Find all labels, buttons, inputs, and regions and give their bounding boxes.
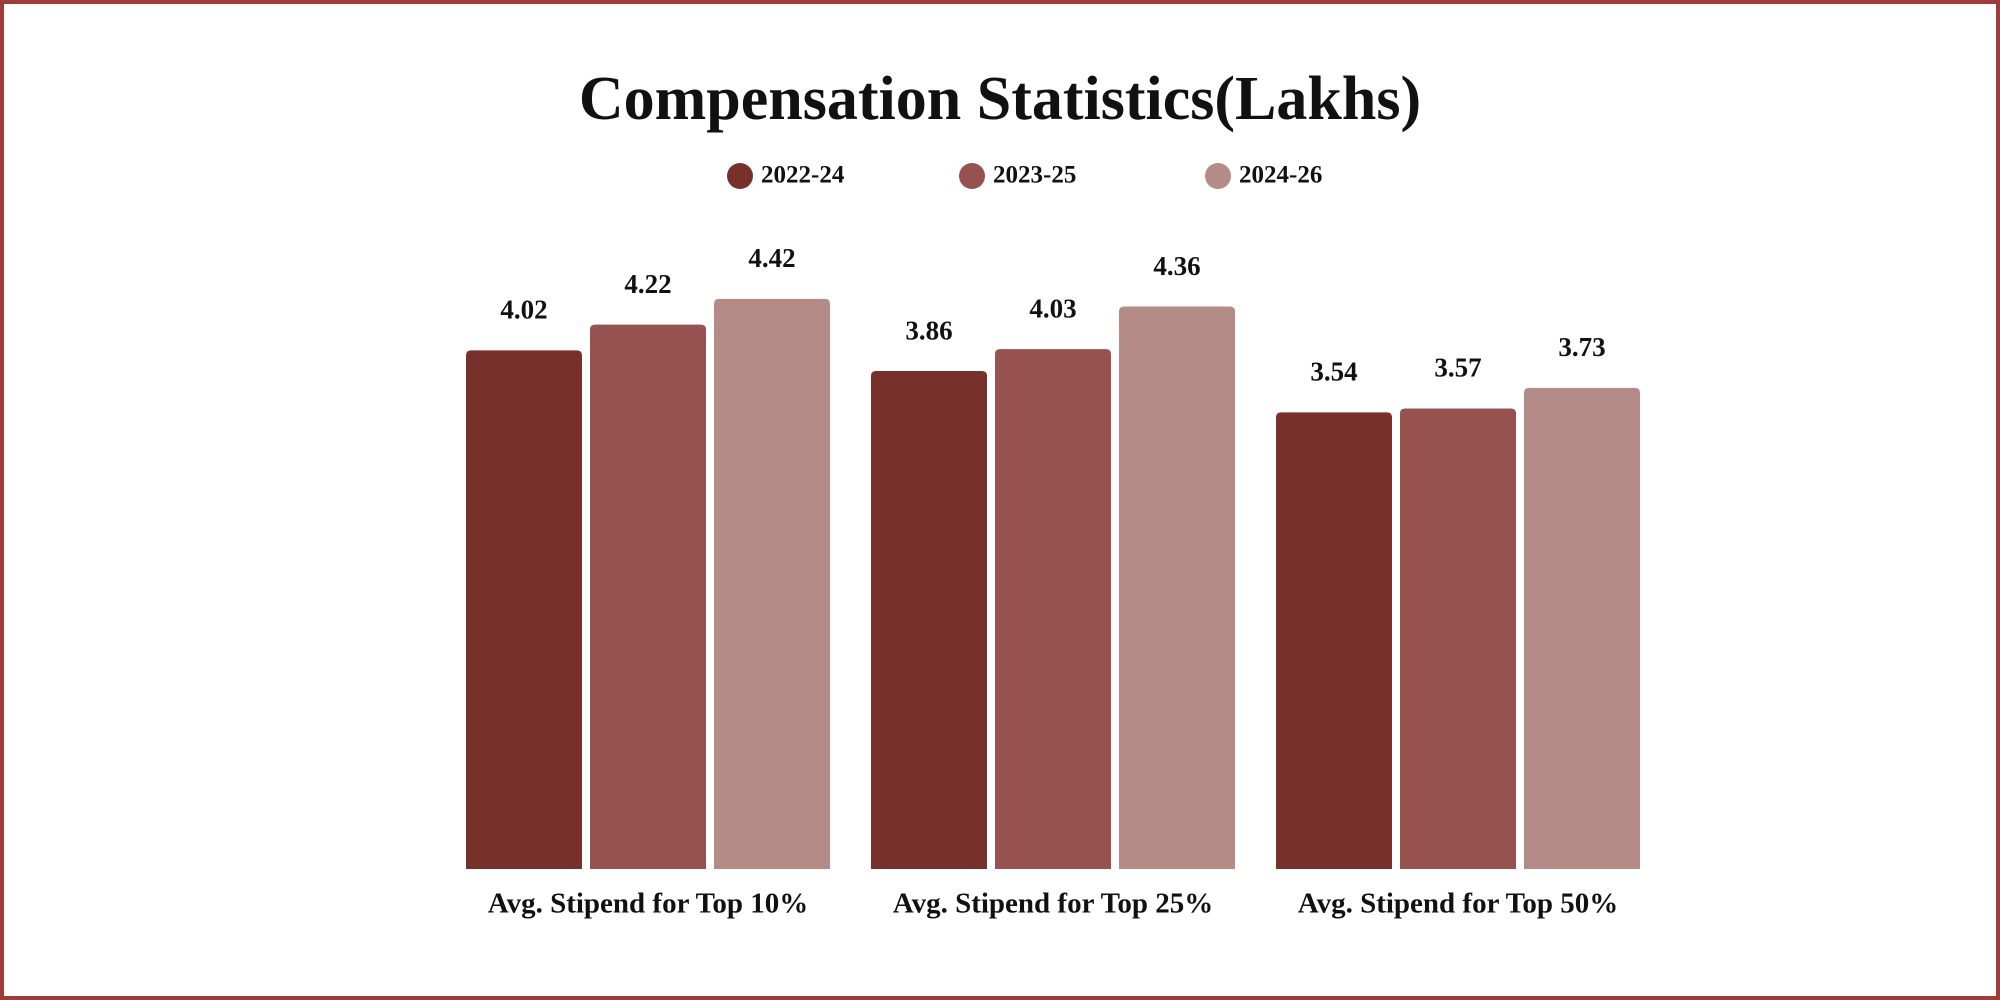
bar xyxy=(871,371,987,869)
bar xyxy=(1276,412,1392,869)
x-tick-label: Avg. Stipend for Top 25% xyxy=(893,888,1213,920)
bar xyxy=(466,350,582,869)
bar xyxy=(714,298,830,869)
value-label: 3.73 xyxy=(1558,332,1605,362)
legend-marker xyxy=(727,163,753,189)
legend-marker xyxy=(1205,163,1231,189)
legend-label: 2023-25 xyxy=(993,162,1076,189)
legend-label: 2022-24 xyxy=(761,162,845,189)
bar xyxy=(1119,306,1235,869)
value-label: 3.86 xyxy=(905,315,952,345)
legend-marker xyxy=(959,163,985,189)
value-label: 4.42 xyxy=(748,243,795,273)
value-label: 4.03 xyxy=(1029,293,1076,323)
value-label: 4.36 xyxy=(1153,251,1200,281)
bar xyxy=(995,349,1111,869)
legend-label: 2024-26 xyxy=(1239,162,1322,189)
bar xyxy=(1400,408,1516,869)
value-label: 3.54 xyxy=(1310,357,1357,387)
value-label: 4.22 xyxy=(624,269,671,299)
chart-title: Compensation Statistics(Lakhs) xyxy=(579,65,1421,133)
bar xyxy=(590,324,706,869)
value-label: 4.02 xyxy=(500,295,547,325)
bar xyxy=(1524,387,1640,869)
x-tick-label: Avg. Stipend for Top 50% xyxy=(1298,888,1618,920)
x-tick-label: Avg. Stipend for Top 10% xyxy=(488,888,808,920)
value-label: 3.57 xyxy=(1434,353,1481,383)
